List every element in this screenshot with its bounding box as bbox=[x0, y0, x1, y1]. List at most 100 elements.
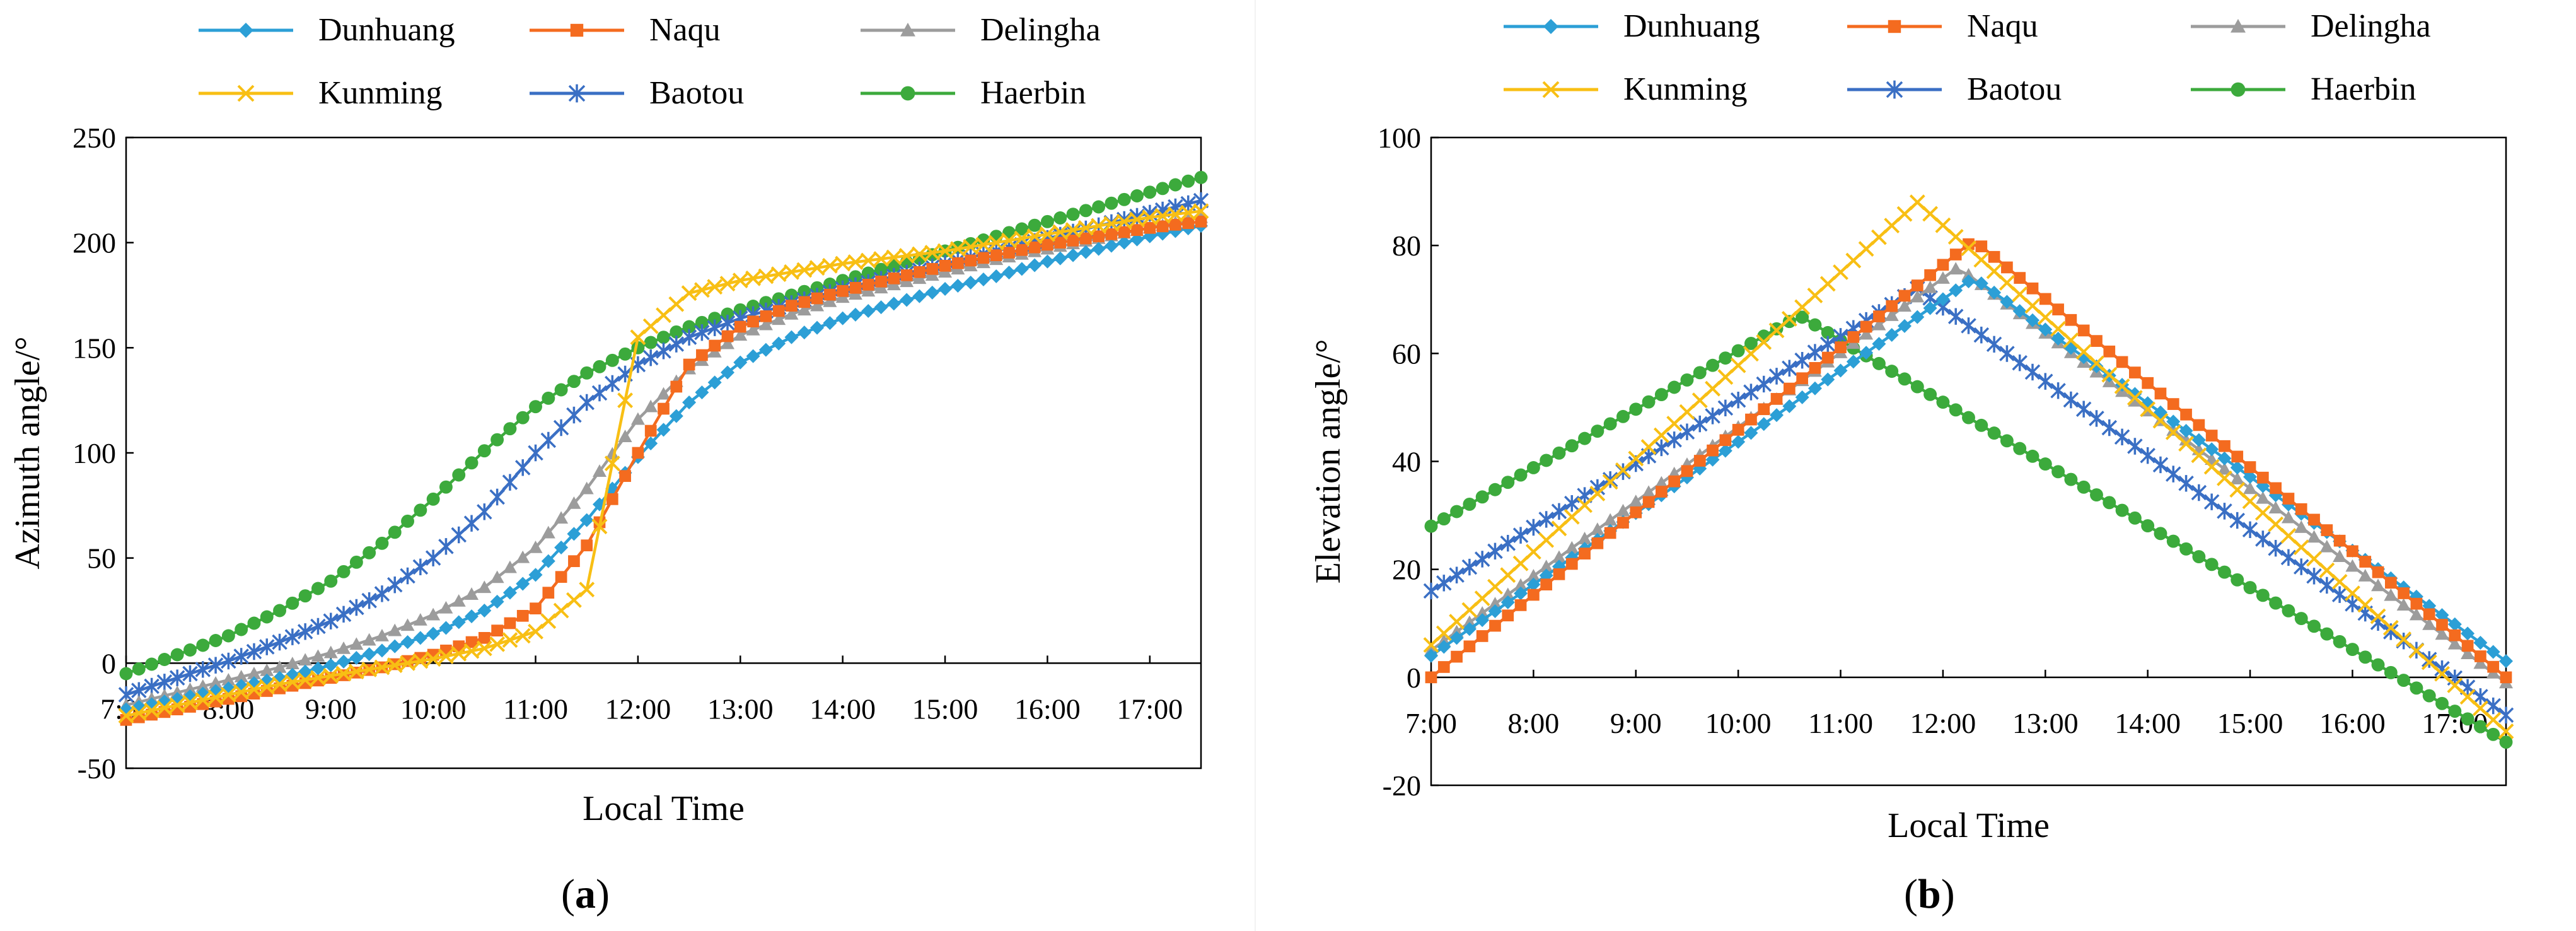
a-point-kunming-6 bbox=[195, 692, 211, 708]
a-legend-marker-dunhuang bbox=[238, 23, 253, 38]
a-point-kunming-11 bbox=[258, 679, 275, 695]
b-point-delingha-8 bbox=[1526, 569, 1541, 582]
a-point-delingha-33 bbox=[541, 525, 555, 539]
b-point-delingha-81 bbox=[2461, 647, 2475, 660]
a-point-delingha-19 bbox=[362, 633, 376, 646]
a-point-naqu-50 bbox=[760, 310, 772, 322]
a-point-haerbin-72 bbox=[1040, 214, 1054, 228]
b-point-delingha-75 bbox=[2384, 588, 2398, 601]
a-point-delingha-35 bbox=[567, 496, 581, 509]
b-point-delingha-7 bbox=[1514, 578, 1528, 591]
a-point-haerbin-79 bbox=[1130, 189, 1144, 202]
a-point-haerbin-4 bbox=[170, 648, 184, 662]
a-series-line-dunhuang bbox=[125, 224, 1202, 711]
a-point-dunhuang-56 bbox=[835, 311, 850, 325]
a-point-delingha-50 bbox=[758, 317, 773, 331]
b-point-dunhuang-26 bbox=[1756, 417, 1771, 431]
b-point-baotou-22 bbox=[1705, 407, 1720, 425]
a-point-delingha-37 bbox=[593, 464, 607, 477]
a-legend: Dunhuang Naqu Delingha Kunming Baotou Haerbin bbox=[199, 12, 1101, 111]
b-point-delingha-63 bbox=[2230, 472, 2244, 484]
b-point-kunming-81 bbox=[2459, 689, 2476, 705]
a-point-haerbin-26 bbox=[452, 468, 466, 482]
b-point-baotou-70 bbox=[2319, 577, 2335, 594]
a-point-haerbin-33 bbox=[542, 391, 555, 405]
b-point-naqu-59 bbox=[2180, 408, 2192, 421]
a-point-naqu-69 bbox=[1003, 247, 1015, 259]
b-point-delingha-65 bbox=[2256, 491, 2270, 504]
b-point-naqu-62 bbox=[2219, 440, 2231, 452]
a-point-kunming-48 bbox=[732, 272, 748, 289]
b-point-haerbin-84 bbox=[2499, 735, 2513, 749]
a-point-naqu-72 bbox=[1041, 238, 1053, 251]
a-legend-marker-naqu bbox=[570, 23, 584, 37]
a-point-kunming-19 bbox=[361, 661, 378, 677]
a-series-kunming bbox=[118, 203, 1209, 724]
a-legend-label-delingha: Delingha bbox=[980, 12, 1101, 48]
a-x-tick-label-6: 13:00 bbox=[707, 693, 774, 725]
a-point-baotou-45 bbox=[694, 324, 710, 341]
b-point-naqu-82 bbox=[2474, 650, 2486, 662]
b-point-haerbin-80 bbox=[2448, 705, 2462, 718]
b-point-naqu-22 bbox=[1707, 444, 1719, 457]
a-point-haerbin-2 bbox=[145, 657, 159, 671]
a-legend-marker-delingha bbox=[900, 23, 915, 37]
b-x-tick-label-3: 10:00 bbox=[1705, 707, 1772, 739]
b-point-kunming-34 bbox=[1858, 241, 1874, 257]
b-point-naqu-77 bbox=[2410, 597, 2423, 610]
b-point-haerbin-67 bbox=[2282, 604, 2295, 618]
b-point-haerbin-72 bbox=[2345, 643, 2359, 657]
b-point-haerbin-70 bbox=[2320, 627, 2334, 641]
a-point-dunhuang-57 bbox=[848, 307, 862, 322]
b-point-naqu-53 bbox=[2103, 345, 2116, 358]
b-point-dunhuang-48 bbox=[2038, 322, 2053, 337]
a-point-kunming-33 bbox=[540, 613, 557, 629]
b-point-delingha-37 bbox=[1898, 299, 1912, 312]
a-point-naqu-36 bbox=[581, 539, 593, 552]
b-point-dunhuang-41 bbox=[1949, 283, 1963, 298]
a-point-naqu-79 bbox=[1131, 224, 1143, 237]
b-x-tick-label-5: 12:00 bbox=[1910, 707, 1976, 739]
a-point-dunhuang-77 bbox=[1104, 238, 1118, 253]
a-point-delingha-54 bbox=[810, 298, 825, 312]
b-y-tick-label-3: 40 bbox=[1392, 446, 1421, 478]
b-point-dunhuang-31 bbox=[1821, 372, 1835, 387]
b-point-naqu-8 bbox=[1528, 588, 1540, 601]
b-point-naqu-26 bbox=[1758, 403, 1770, 416]
a-point-dunhuang-47 bbox=[720, 365, 734, 380]
a-point-kunming-38 bbox=[604, 455, 620, 472]
a-point-dunhuang-29 bbox=[490, 594, 504, 609]
a-point-kunming-4 bbox=[169, 697, 185, 713]
a-point-delingha-10 bbox=[247, 667, 261, 679]
b-point-haerbin-61 bbox=[2205, 558, 2219, 571]
b-point-delingha-14 bbox=[1603, 513, 1618, 526]
a-point-haerbin-5 bbox=[183, 643, 197, 657]
b-point-delingha-78 bbox=[2422, 618, 2437, 630]
a-point-kunming-81 bbox=[1154, 208, 1171, 224]
a-y-tick-label-5: 200 bbox=[73, 227, 116, 259]
b-point-naqu-72 bbox=[2347, 545, 2358, 558]
b-point-baotou-11 bbox=[1564, 495, 1580, 512]
b-point-kunming-80 bbox=[2447, 677, 2463, 693]
b-point-haerbin-64 bbox=[2243, 581, 2257, 595]
a-point-baotou-33 bbox=[540, 431, 557, 449]
b-x-tick-label-7: 14:00 bbox=[2115, 707, 2181, 739]
a-point-haerbin-74 bbox=[1066, 208, 1080, 221]
b-point-baotou-48 bbox=[2038, 373, 2053, 390]
b-point-kunming-61 bbox=[2203, 459, 2220, 475]
b-point-naqu-36 bbox=[1886, 300, 1898, 312]
b-point-dunhuang-84 bbox=[2499, 654, 2513, 669]
b-point-baotou-68 bbox=[2294, 558, 2309, 575]
a-point-haerbin-70 bbox=[1015, 222, 1029, 236]
a-point-naqu-67 bbox=[977, 252, 990, 264]
a-point-baotou-7 bbox=[207, 657, 224, 674]
a-point-naqu-33 bbox=[542, 587, 555, 599]
a-point-dunhuang-32 bbox=[528, 568, 543, 582]
b-point-delingha-70 bbox=[2319, 539, 2334, 553]
a-point-haerbin-21 bbox=[388, 525, 402, 539]
a-point-kunming-74 bbox=[1065, 222, 1081, 238]
b-point-dunhuang-80 bbox=[2447, 617, 2462, 631]
b-point-haerbin-51 bbox=[2077, 480, 2091, 494]
b-point-haerbin-20 bbox=[1680, 373, 1694, 387]
b-point-baotou-28 bbox=[1782, 360, 1797, 377]
